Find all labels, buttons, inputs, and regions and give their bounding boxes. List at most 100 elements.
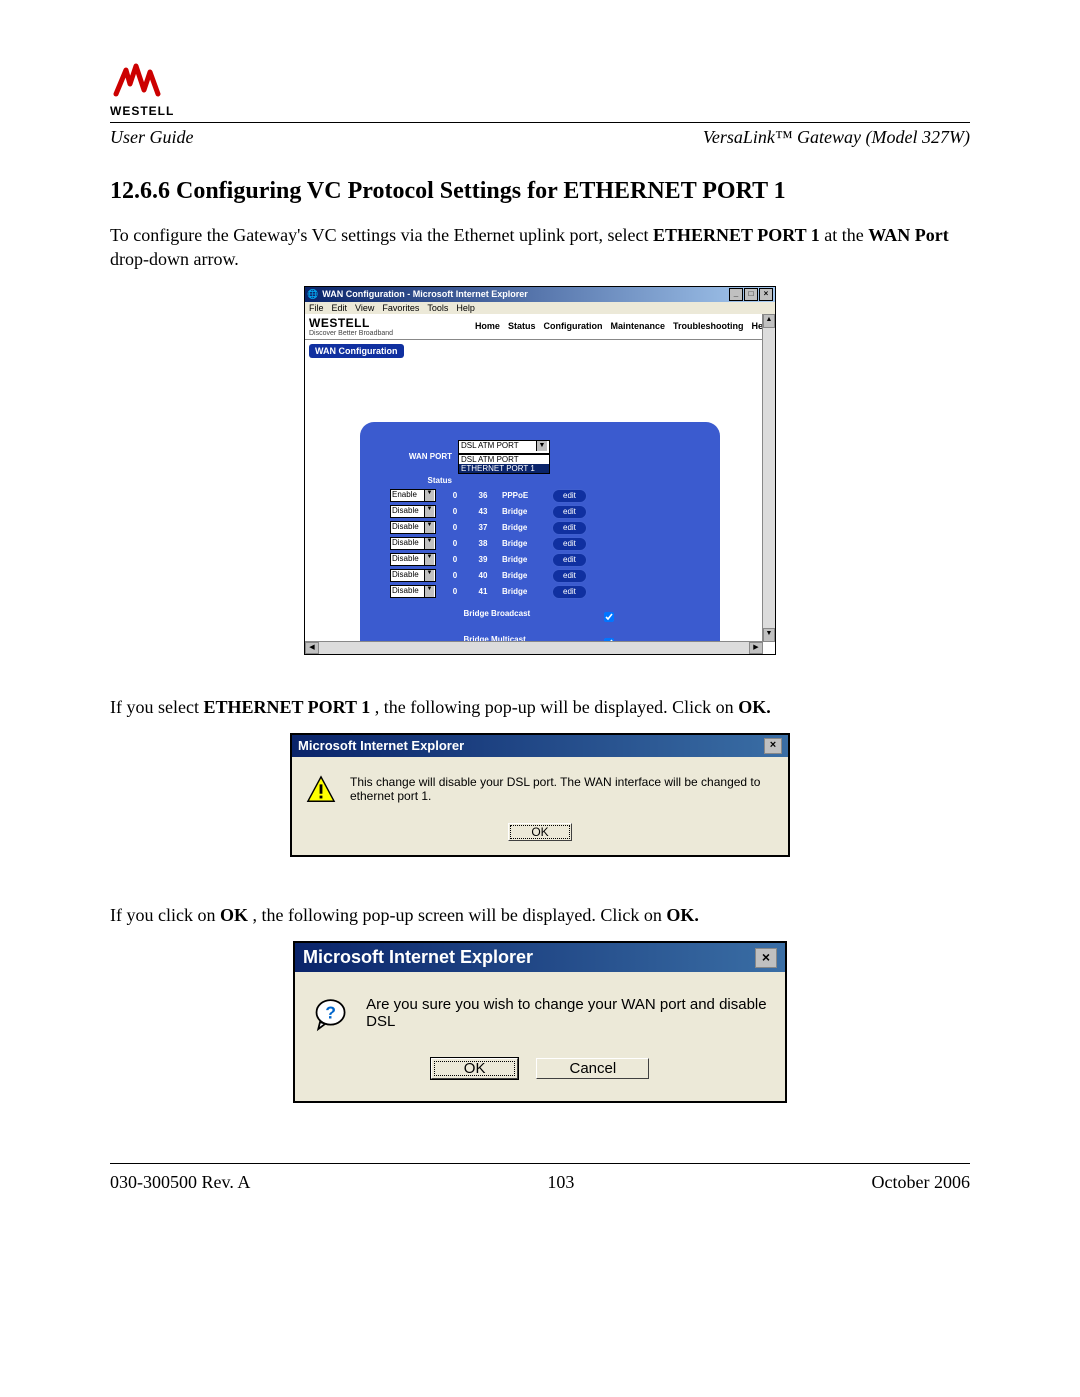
svg-text:?: ? xyxy=(325,1003,336,1023)
menu-file[interactable]: File xyxy=(309,303,324,313)
dialog1: Microsoft Internet Explorer × This chang… xyxy=(290,733,790,857)
scroll-right-icon[interactable]: ▶ xyxy=(749,642,763,654)
row-status-select[interactable]: Disable▼ xyxy=(390,521,436,534)
row-vci: 41 xyxy=(474,587,492,596)
row-edit-button[interactable]: edit xyxy=(552,489,587,503)
header-right: VersaLink™ Gateway (Model 327W) xyxy=(703,127,970,148)
menu-tools[interactable]: Tools xyxy=(427,303,448,313)
row-vpi: 0 xyxy=(446,555,464,564)
row-status-select[interactable]: Disable▼ xyxy=(390,585,436,598)
row-vpi: 0 xyxy=(446,491,464,500)
menu-favorites[interactable]: Favorites xyxy=(382,303,419,313)
row-vci: 36 xyxy=(474,491,492,500)
vc-table-row: Disable▼ 0 41 Bridge edit xyxy=(390,585,690,599)
row-status-select[interactable]: Disable▼ xyxy=(390,553,436,566)
page-header-bar: WESTELL Discover Better Broadband Home S… xyxy=(305,314,775,340)
logo-text: WESTELL xyxy=(110,104,970,118)
menu-edit[interactable]: Edit xyxy=(332,303,348,313)
nav-status[interactable]: Status xyxy=(508,321,536,331)
dialog2-close-button[interactable]: × xyxy=(755,948,777,968)
nav-troubleshooting[interactable]: Troubleshooting xyxy=(673,321,744,331)
dialog1-close-button[interactable]: × xyxy=(764,738,782,754)
westell-logo-icon xyxy=(110,60,164,108)
scroll-up-icon[interactable]: ▲ xyxy=(763,314,775,328)
status-label: Status xyxy=(390,476,452,485)
vc-settings-card: WAN PORT DSL ATM PORT ▼ DSL ATM PORT ETH… xyxy=(360,422,720,654)
row-protocol: Bridge xyxy=(502,571,542,580)
row-protocol: Bridge xyxy=(502,539,542,548)
row-protocol: Bridge xyxy=(502,587,542,596)
dialog2-ok-button[interactable]: OK xyxy=(431,1058,519,1079)
dialog2-text: Are you sure you wish to change your WAN… xyxy=(366,996,767,1030)
row-protocol: Bridge xyxy=(502,555,542,564)
wan-port-select[interactable]: DSL ATM PORT ▼ xyxy=(458,440,550,454)
ie-title-text: WAN Configuration - Microsoft Internet E… xyxy=(322,289,729,299)
dialog2: Microsoft Internet Explorer × ? Are you … xyxy=(293,941,787,1103)
warning-icon xyxy=(306,775,336,805)
wan-port-dropdown: DSL ATM PORT ETHERNET PORT 1 xyxy=(458,454,550,474)
row-status-select[interactable]: Disable▼ xyxy=(390,505,436,518)
logo-block: WESTELL xyxy=(110,60,970,118)
scrollbar-horizontal[interactable]: ◀ ▶ xyxy=(305,641,763,654)
row-edit-button[interactable]: edit xyxy=(552,505,587,519)
scroll-left-icon[interactable]: ◀ xyxy=(305,642,319,654)
row-protocol: Bridge xyxy=(502,523,542,532)
close-button[interactable]: × xyxy=(759,288,773,301)
bridge-broadcast-checkbox[interactable] xyxy=(604,612,614,622)
intro-paragraph: To configure the Gateway's VC settings v… xyxy=(110,223,970,272)
dialog1-text: This change will disable your DSL port. … xyxy=(350,775,774,803)
row-protocol: PPPoE xyxy=(502,491,542,500)
row-status-select[interactable]: Enable▼ xyxy=(390,489,436,502)
dialog1-ok-button[interactable]: OK xyxy=(508,823,571,841)
menu-view[interactable]: View xyxy=(355,303,374,313)
footer-rule xyxy=(110,1163,970,1164)
row-vpi: 0 xyxy=(446,539,464,548)
row-vpi: 0 xyxy=(446,523,464,532)
wan-config-screenshot: 🌐 WAN Configuration - Microsoft Internet… xyxy=(304,286,776,655)
footer-left: 030-300500 Rev. A xyxy=(110,1172,250,1193)
dialog2-title: Microsoft Internet Explorer xyxy=(303,947,533,968)
row-protocol: Bridge xyxy=(502,507,542,516)
nav-home[interactable]: Home xyxy=(475,321,500,331)
vc-table-row: Disable▼043Bridgeedit xyxy=(390,505,690,519)
dialog2-cancel-button[interactable]: Cancel xyxy=(536,1058,649,1079)
dialog1-title: Microsoft Internet Explorer xyxy=(298,738,464,753)
nav-maintenance[interactable]: Maintenance xyxy=(610,321,665,331)
wan-port-label: WAN PORT xyxy=(390,452,452,461)
scrollbar-vertical[interactable]: ▲ ▼ xyxy=(762,314,775,642)
row-edit-button[interactable]: edit xyxy=(552,569,587,583)
maximize-button[interactable]: □ xyxy=(744,288,758,301)
header-left: User Guide xyxy=(110,127,194,148)
scroll-down-icon[interactable]: ▼ xyxy=(763,628,775,642)
dropdown-opt-eth1[interactable]: ETHERNET PORT 1 xyxy=(459,464,549,473)
dropdown-opt-dsl[interactable]: DSL ATM PORT xyxy=(459,455,549,464)
menu-help[interactable]: Help xyxy=(456,303,475,313)
row-edit-button[interactable]: edit xyxy=(552,537,587,551)
minimize-button[interactable]: _ xyxy=(729,288,743,301)
row-edit-button[interactable]: edit xyxy=(552,553,587,567)
row-edit-button[interactable]: edit xyxy=(552,521,587,535)
row-status-select[interactable]: Disable▼ xyxy=(390,569,436,582)
ie-menubar: File Edit View Favorites Tools Help xyxy=(305,302,775,314)
row-status-select[interactable]: Disable▼ xyxy=(390,537,436,550)
header-rule xyxy=(110,122,970,123)
row-vpi: 0 xyxy=(446,571,464,580)
nav-configuration[interactable]: Configuration xyxy=(543,321,602,331)
row-vpi: 0 xyxy=(446,507,464,516)
question-icon: ? xyxy=(313,996,348,1034)
vc-table-row: Disable▼ 0 39 Bridge edit xyxy=(390,553,690,567)
row-vci: 37 xyxy=(474,523,492,532)
para-after-dialog1: If you click on OK , the following pop-u… xyxy=(110,903,970,927)
row-vci: 39 xyxy=(474,555,492,564)
row-vci: 38 xyxy=(474,539,492,548)
vc-table-row: Enable▼ 0 36 PPPoE edit xyxy=(390,489,690,503)
page-tagline: Discover Better Broadband xyxy=(309,330,393,337)
row-vpi: 0 xyxy=(446,587,464,596)
page-logo-text: WESTELL xyxy=(309,316,393,330)
row-edit-button[interactable]: edit xyxy=(552,585,587,599)
vc-table-row: Disable▼ 0 38 Bridge edit xyxy=(390,537,690,551)
vc-table-row: Disable▼040Bridgeedit xyxy=(390,569,690,583)
bridge-broadcast-label: Bridge Broadcast xyxy=(464,609,594,625)
wan-config-label: WAN Configuration xyxy=(309,344,404,358)
section-heading: 12.6.6 Configuring VC Protocol Settings … xyxy=(110,178,970,205)
